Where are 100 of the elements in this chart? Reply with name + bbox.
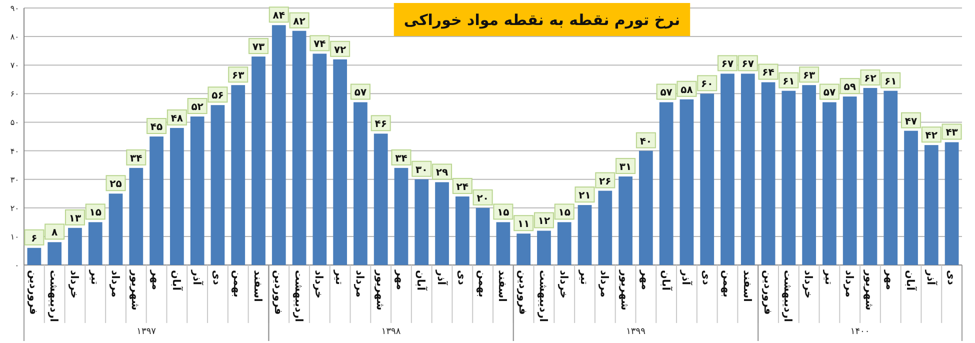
data-label: ۳۴ <box>130 153 142 164</box>
data-label: ۷۴ <box>314 39 326 50</box>
data-label: ۶۳ <box>232 70 244 82</box>
x-tick-label: اسفند <box>496 270 508 302</box>
data-label: ۱۵ <box>558 208 570 219</box>
data-label: ۳۴ <box>395 153 408 164</box>
text: ۱۳۹۸ <box>381 327 401 337</box>
x-tick-label: آذر <box>190 269 204 286</box>
data-label: ۳۱ <box>619 162 632 173</box>
x-tick-label: مهر <box>394 269 406 290</box>
data-label: ۵۷ <box>660 88 672 99</box>
data-label: ۶۷ <box>742 59 754 70</box>
x-tick-label: فروردین <box>761 270 774 315</box>
x-tick-label: مهر <box>150 269 162 290</box>
data-label: ۵۹ <box>844 82 856 94</box>
x-tick-label: آذر <box>680 269 694 286</box>
data-label: ۴۶ <box>374 119 387 130</box>
chart-title: نرخ تورم نقطه به نقطه مواد خوراکی <box>404 11 680 29</box>
data-label: ۵۶ <box>212 90 224 102</box>
x-tick-label: آبان <box>659 270 674 291</box>
data-label: ۱۳ <box>68 213 82 224</box>
x-tick-label: آبان <box>170 270 184 291</box>
y-tick-label: ۸۰ <box>10 32 19 42</box>
x-tick-label: فروردین <box>27 270 40 315</box>
x-tick-label: فروردین <box>516 270 529 315</box>
x-tick-label: اردیبهشت <box>48 270 60 322</box>
x-tick-label: اسفند <box>740 270 753 302</box>
data-label: ۶۳ <box>802 70 816 82</box>
x-tick-label: دی <box>700 270 712 286</box>
x-tick-label: تیر <box>333 269 346 285</box>
x-tick-label: شهریور <box>374 269 386 310</box>
y-tick-label: ۱۰ <box>10 232 19 242</box>
x-tick-label: تیر <box>88 269 100 285</box>
data-label: ۶۱ <box>782 76 795 88</box>
y-tick-label: ۷۰ <box>10 61 19 70</box>
data-label: ۵۷ <box>354 88 367 99</box>
text: ۱۳۹۷ <box>136 327 156 337</box>
data-label: ۲۰ <box>476 193 489 204</box>
x-tick-label: اردیبهشت <box>292 270 304 322</box>
data-label: ۶۲ <box>864 73 876 84</box>
y-tick-label: ۶۰ <box>10 90 19 99</box>
data-label: ۶ <box>31 233 38 244</box>
x-tick-label: مرداد <box>842 270 855 298</box>
x-tick-label: خرداد <box>312 270 325 298</box>
x-tick-label: اردیبهشت <box>536 270 549 322</box>
x-tick-label: خرداد <box>557 270 570 298</box>
x-tick-label: خرداد <box>802 270 814 298</box>
data-label: ۲۹ <box>436 168 448 179</box>
data-label: ۱۵ <box>89 208 102 219</box>
text: ۱۳۹۹ <box>626 327 646 337</box>
x-tick-label: آذر <box>435 269 450 286</box>
x-tick-label: اردیبهشت <box>782 270 794 322</box>
x-tick-label: مرداد <box>598 270 610 298</box>
data-label: ۵۷ <box>823 88 836 99</box>
data-label: ۵۸ <box>680 84 693 96</box>
data-label: ۸۴ <box>272 10 285 22</box>
data-label: ۲۴ <box>456 182 469 193</box>
data-label: ۲۵ <box>110 179 122 190</box>
data-label: ۴۵ <box>150 122 163 133</box>
data-label: ۴۲ <box>925 130 938 142</box>
x-tick-label: مرداد <box>353 270 366 298</box>
data-label: ۲۱ <box>578 190 591 202</box>
x-tick-label: فروردین <box>272 270 284 315</box>
x-tick-label: بهمن <box>720 270 732 298</box>
x-tick-label: بهمن <box>231 270 244 298</box>
data-label: ۶۱ <box>884 76 897 88</box>
x-tick-label: مرداد <box>108 270 121 298</box>
data-label: ۲۶ <box>599 176 612 188</box>
x-tick-label: دی <box>455 270 468 286</box>
data-label: ۴۰ <box>640 136 652 148</box>
x-tick-label: دی <box>210 270 223 286</box>
x-tick-label: مهر <box>638 269 651 290</box>
y-tick-label: ۲۰ <box>10 204 19 213</box>
y-tick-label: ۰ <box>14 261 19 270</box>
data-label: ۶۴ <box>762 68 774 79</box>
data-label: ۸۲ <box>293 16 306 28</box>
text: ۱۴۰۰ <box>850 327 870 337</box>
x-tick-label: شهریور <box>129 269 142 310</box>
data-label: ۷۲ <box>334 44 346 56</box>
data-label: ۱۵ <box>497 208 510 219</box>
x-tick-label: مهر <box>884 269 896 290</box>
x-tick-label: آبان <box>904 270 918 291</box>
x-tick-label: شهریور <box>863 269 876 310</box>
x-tick-label: آذر <box>924 269 938 286</box>
data-label: ۷۳ <box>252 42 265 54</box>
x-tick-label: تیر <box>822 269 834 285</box>
y-tick-label: ۳۰ <box>10 175 19 184</box>
x-tick-label: تیر <box>578 269 590 285</box>
y-tick-label: ۴۰ <box>10 146 19 156</box>
data-label: ۴۸ <box>170 113 184 124</box>
data-label: ۵۲ <box>191 102 204 114</box>
data-label: ۴۷ <box>904 116 918 128</box>
data-label: ۱۲ <box>538 216 550 228</box>
data-label: ۱۱ <box>517 219 530 230</box>
x-tick-label: خرداد <box>68 270 80 298</box>
x-tick-label: شهریور <box>618 269 631 310</box>
data-label: ۶۰ <box>701 79 714 90</box>
x-tick-label: بهمن <box>476 270 488 298</box>
data-label: ۸ <box>52 228 58 239</box>
y-tick-label: ۹۰ <box>10 4 19 13</box>
